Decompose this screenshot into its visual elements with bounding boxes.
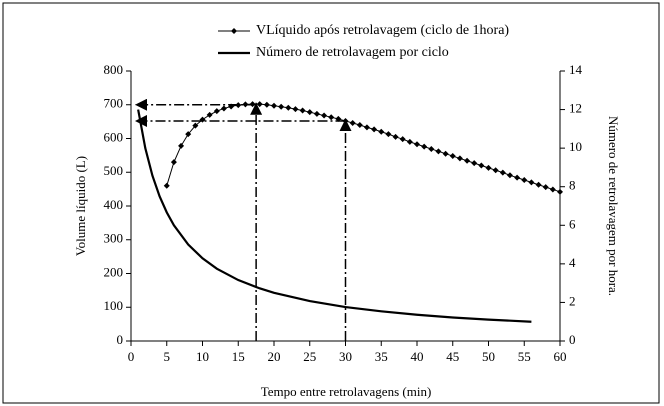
- y2-tick-label: 6: [569, 216, 576, 231]
- series-line: [137, 109, 532, 323]
- point: [242, 101, 249, 108]
- point: [406, 138, 413, 145]
- point: [456, 155, 463, 162]
- point: [235, 102, 242, 109]
- y2-tick-label: 8: [569, 178, 576, 193]
- y-tick-label: 600: [104, 129, 124, 144]
- point: [342, 117, 349, 124]
- y2-tick-label: 14: [569, 62, 583, 77]
- point: [256, 101, 263, 108]
- x-tick-label: 35: [375, 349, 388, 364]
- point: [306, 109, 313, 116]
- x-axis-label: Tempo entre retrolavagens (min): [261, 384, 432, 399]
- y2-tick-label: 0: [569, 332, 576, 347]
- x-tick-label: 20: [268, 349, 281, 364]
- point: [535, 181, 542, 188]
- y-tick-label: 500: [104, 163, 124, 178]
- x-tick-label: 40: [411, 349, 424, 364]
- x-tick-label: 45: [446, 349, 459, 364]
- point: [271, 102, 277, 109]
- point: [421, 143, 428, 150]
- series-line: [166, 103, 561, 193]
- point: [313, 110, 320, 117]
- point: [428, 145, 435, 152]
- point: [199, 116, 206, 123]
- point: [213, 108, 220, 115]
- point: [292, 106, 299, 113]
- x-tick-label: 50: [482, 349, 495, 364]
- point: [192, 122, 199, 129]
- point: [249, 101, 256, 108]
- point: [471, 160, 478, 167]
- point: [349, 119, 356, 126]
- y-tick-label: 300: [104, 231, 124, 246]
- x-tick-label: 25: [303, 349, 316, 364]
- point: [328, 114, 335, 121]
- point: [549, 186, 556, 193]
- point: [356, 122, 363, 128]
- y-tick-label: 200: [104, 264, 124, 279]
- y2-tick-label: 4: [569, 255, 576, 270]
- point: [485, 164, 492, 171]
- y2-tick-label: 10: [569, 139, 582, 154]
- legend-marker: [231, 28, 237, 34]
- point: [414, 141, 420, 148]
- point: [449, 153, 456, 160]
- point: [178, 142, 185, 149]
- point: [263, 101, 270, 108]
- point: [385, 131, 392, 138]
- point: [399, 136, 406, 143]
- y-tick-label: 100: [104, 298, 124, 313]
- point: [285, 104, 292, 111]
- y-tick-label: 700: [104, 96, 124, 111]
- y-tick-label: 800: [104, 62, 124, 77]
- x-tick-label: 10: [196, 349, 209, 364]
- x-tick-label: 55: [518, 349, 531, 364]
- point: [363, 124, 370, 131]
- point: [464, 157, 471, 164]
- point: [299, 107, 306, 114]
- y-axis-label: Volume líquido (L): [73, 156, 88, 256]
- point: [499, 169, 506, 176]
- point: [506, 172, 513, 179]
- y2-axis-label: Número de retrolavagem por hora.: [606, 116, 621, 296]
- point: [321, 112, 328, 119]
- point: [206, 111, 213, 118]
- point: [278, 103, 285, 110]
- point: [170, 159, 177, 166]
- point: [442, 150, 449, 157]
- point: [163, 182, 170, 189]
- point: [557, 188, 563, 195]
- x-tick-label: 5: [164, 349, 171, 364]
- point: [521, 177, 528, 184]
- point: [528, 179, 535, 186]
- point: [392, 133, 399, 140]
- x-tick-label: 60: [554, 349, 567, 364]
- point: [220, 105, 227, 112]
- point: [185, 131, 192, 138]
- point: [542, 184, 549, 191]
- x-tick-label: 15: [232, 349, 245, 364]
- point: [378, 128, 385, 135]
- y-tick-label: 400: [104, 197, 124, 212]
- point: [514, 174, 521, 181]
- y-tick-label: 0: [117, 332, 124, 347]
- point: [335, 115, 342, 122]
- y2-tick-label: 12: [569, 101, 582, 116]
- x-tick-label: 30: [339, 349, 352, 364]
- x-tick-label: 0: [128, 349, 135, 364]
- point: [435, 148, 442, 155]
- y2-tick-label: 2: [569, 293, 576, 308]
- legend-label: VLíquido após retrolavagem (ciclo de 1ho…: [256, 23, 509, 38]
- legend-label: Número de retrolavagem por ciclo: [256, 45, 449, 60]
- point: [228, 103, 235, 110]
- point: [478, 162, 485, 169]
- point: [371, 126, 378, 133]
- point: [492, 167, 499, 174]
